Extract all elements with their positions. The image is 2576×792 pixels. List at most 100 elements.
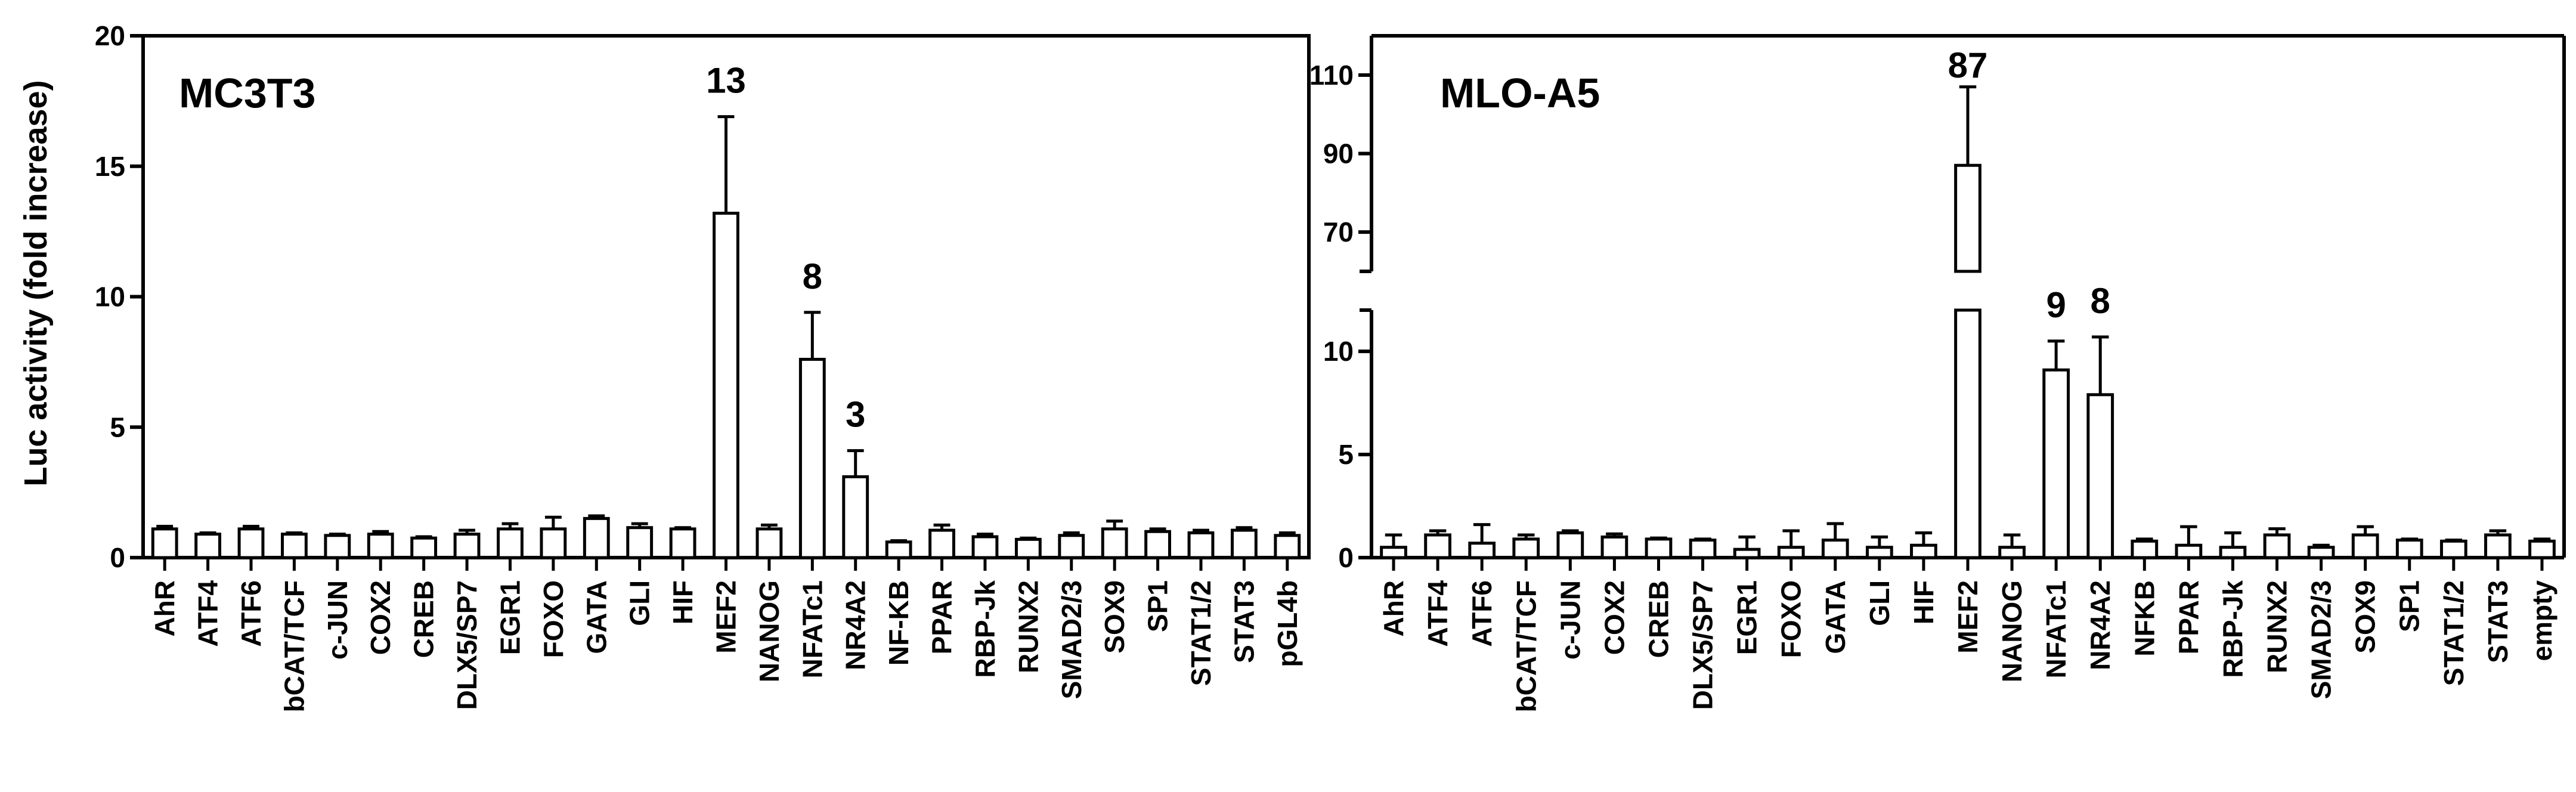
y-tick-label: 5 (110, 412, 125, 443)
x-tick-label-sp1: SP1 (2394, 580, 2425, 632)
bar-mef2-lower (1954, 308, 1981, 559)
x-tick-label-cox2: COX2 (1599, 580, 1630, 655)
panel-title: MC3T3 (179, 70, 315, 116)
bar-nfatc1 (2042, 368, 2070, 559)
x-tick-label-nfatc1: NFATc1 (797, 580, 828, 678)
bar-foxo (540, 527, 567, 559)
x-tick-label-runx2: RUNX2 (2262, 580, 2293, 673)
x-tick-label-creb: CREB (408, 580, 439, 658)
bar-annotation-nr4a2: 8 (2091, 281, 2110, 321)
y-tick-label: 20 (95, 20, 125, 51)
bar-bcat-tcf (1512, 537, 1540, 559)
y-tick-label: 0 (110, 542, 125, 573)
bar-empty (2528, 539, 2556, 559)
x-tick-label-nanog: NANOG (1996, 580, 2027, 682)
bar-nanog (756, 527, 783, 559)
bar-runx2 (2263, 533, 2291, 559)
x-tick-label-creb: CREB (1643, 580, 1674, 658)
x-tick-label-egr1: EGR1 (1732, 580, 1763, 655)
bar-pgl4b (1274, 534, 1301, 559)
bar-sp1 (2395, 539, 2423, 559)
x-tick-label-pgl4b: pGL4b (1272, 580, 1303, 667)
bar-annotation-nfatc1: 8 (803, 256, 822, 296)
bar-atf4 (194, 533, 222, 559)
bar-atf6 (1468, 542, 1496, 559)
bar-nr4a2 (842, 475, 869, 559)
y-tick-label: 0 (1338, 542, 1354, 573)
bar-atf6 (237, 527, 265, 559)
y-tick-label: 10 (95, 281, 125, 313)
bar-runx2 (1014, 537, 1042, 559)
x-tick-label-foxo: FOXO (538, 580, 569, 658)
bar-smad2-3 (1058, 534, 1085, 559)
x-tick-label-ppar: PPAR (927, 580, 958, 654)
x-tick-label-empty: empty (2527, 580, 2558, 661)
x-tick-label-nanog: NANOG (754, 580, 785, 682)
x-tick-label-dlx5-sp7: DLX5/SP7 (451, 580, 482, 710)
bar-ppar (928, 528, 955, 559)
x-tick-label-stat1-2: STAT1/2 (1185, 580, 1216, 686)
bar-nr4a2 (2086, 393, 2114, 559)
bar-dlx5-sp7 (1689, 539, 1717, 559)
bar-sox9 (2351, 533, 2379, 559)
x-tick-label-ahr: AhR (1378, 580, 1409, 637)
x-tick-label-foxo: FOXO (1776, 580, 1807, 658)
x-tick-label-gli: GLI (624, 580, 655, 626)
bar-break-gap (1953, 273, 1983, 308)
x-tick-label-rbp-jk: RBP-Jk (970, 580, 1001, 678)
bar-cox2 (367, 533, 394, 559)
x-tick-label-gata: GATA (581, 580, 612, 654)
bar-gata (583, 516, 610, 559)
x-tick-label-nfkb: NFKB (2129, 580, 2160, 657)
x-tick-label-smad2-3: SMAD2/3 (2306, 580, 2337, 699)
x-tick-label-gli: GLI (1864, 580, 1895, 626)
bar-sox9 (1101, 527, 1128, 559)
bar-creb (410, 536, 438, 559)
y-tick-label: 10 (1323, 336, 1354, 367)
x-tick-label-stat3: STAT3 (1228, 580, 1259, 663)
x-tick-label-c-jun: c-JUN (322, 580, 353, 660)
y-tick-label: 110 (1309, 60, 1354, 91)
x-tick-label-stat3: STAT3 (2482, 580, 2513, 663)
x-tick-label-dlx5-sp7: DLX5/SP7 (1688, 580, 1719, 710)
x-tick-label-nr4a2: NR4A2 (2085, 580, 2116, 670)
bar-rbp-jk (2219, 546, 2247, 559)
x-tick-label-rbp-jk: RBP-Jk (2217, 580, 2248, 678)
bar-gli (1865, 546, 1893, 559)
panel-title: MLO-A5 (1440, 70, 1600, 116)
x-tick-label-sox9: SOX9 (1099, 580, 1130, 654)
bar-nanog (1998, 546, 2026, 559)
x-tick-label-mef2: MEF2 (711, 580, 742, 654)
y-axis-title: Luc activity (fold increase) (18, 80, 54, 486)
bar-annotation-mef2: 87 (1948, 45, 1988, 85)
bar-ahr (151, 527, 178, 559)
x-tick-label-stat1-2: STAT1/2 (2438, 580, 2469, 686)
bar-sp1 (1144, 530, 1171, 559)
bar-annotation-mef2: 13 (706, 61, 746, 101)
bar-c-jun (1556, 531, 1584, 559)
y-tick-label: 70 (1323, 216, 1354, 248)
x-tick-label-sp1: SP1 (1143, 580, 1174, 632)
bar-ahr (1380, 546, 1407, 559)
x-tick-label-egr1: EGR1 (494, 580, 525, 655)
x-tick-label-sox9: SOX9 (2350, 580, 2381, 654)
x-tick-label-c-jun: c-JUN (1555, 580, 1586, 660)
bar-hif (669, 527, 696, 559)
x-tick-label-atf6: ATF6 (1466, 580, 1497, 647)
bar-rbp-jk (971, 535, 999, 559)
x-tick-label-ppar: PPAR (2173, 580, 2204, 654)
bar-atf4 (1424, 533, 1451, 559)
bar-nfkb (2131, 539, 2159, 559)
bar-egr1 (1733, 547, 1761, 559)
bar-mef2 (713, 212, 739, 559)
bar-stat3 (2484, 533, 2512, 559)
bar-smad2-3 (2307, 546, 2335, 559)
x-tick-label-hif: HIF (1908, 580, 1939, 624)
x-tick-label-ahr: AhR (149, 580, 180, 637)
bar-dlx5-sp7 (453, 533, 481, 559)
x-tick-label-atf4: ATF4 (193, 580, 224, 647)
x-tick-label-hif: HIF (667, 580, 698, 624)
bar-gli (626, 526, 654, 559)
y-tick-label: 5 (1338, 439, 1354, 470)
